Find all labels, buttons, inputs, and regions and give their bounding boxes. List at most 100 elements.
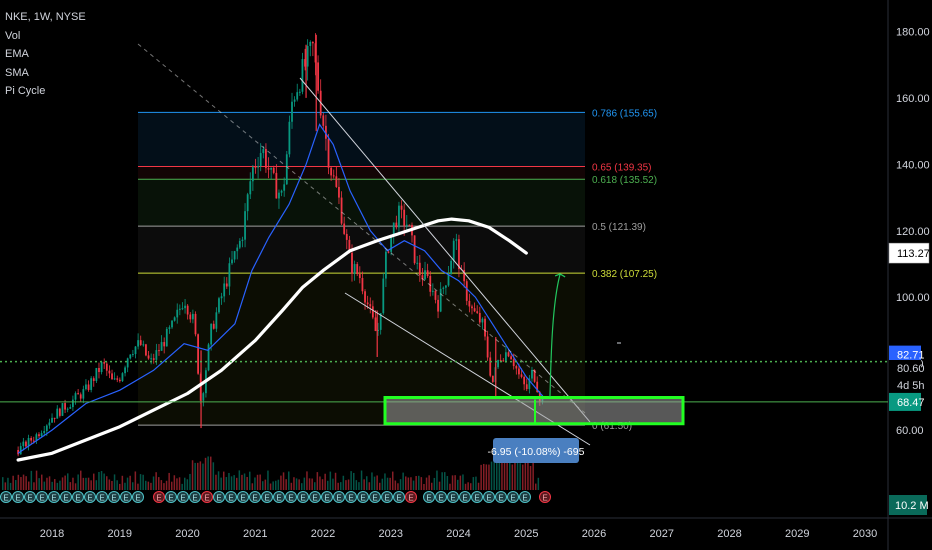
- volume-bar: [511, 464, 514, 490]
- dashed-trendline: [137, 43, 586, 414]
- volume-bar: [355, 480, 358, 490]
- candle-body: [64, 403, 66, 410]
- indicator-pi-cycle[interactable]: Pi Cycle: [5, 85, 46, 97]
- indicator-ema[interactable]: EMA: [5, 48, 29, 60]
- indicator-sma[interactable]: SMA: [5, 66, 29, 79]
- candle-body: [491, 375, 494, 382]
- x-tick-label: 2029: [785, 528, 809, 540]
- earnings-letter: E: [510, 494, 515, 503]
- candle-body: [254, 167, 257, 169]
- volume-bar: [113, 474, 116, 490]
- volume-bar: [74, 483, 77, 490]
- candle-body: [210, 323, 213, 345]
- volume-bar: [509, 459, 511, 490]
- earnings-letter: E: [438, 494, 443, 503]
- volume-bar: [363, 479, 365, 490]
- volume-bar: [212, 462, 215, 490]
- fib-level-label: 0.5 (121.39): [592, 222, 646, 233]
- earnings-icon: [60, 491, 72, 503]
- volume-bar: [139, 474, 142, 490]
- fib-band: [138, 166, 585, 180]
- volume-bar: [173, 475, 176, 490]
- volume-bar: [121, 475, 124, 490]
- earnings-letter: E: [336, 494, 341, 503]
- fib-level-label: 0.786 (155.65): [592, 108, 657, 119]
- candle-body: [327, 138, 330, 168]
- volume-bar: [95, 480, 98, 490]
- volume-bar: [464, 483, 467, 490]
- volume-bar: [142, 474, 144, 490]
- candle-body: [322, 115, 325, 126]
- candle-body: [395, 222, 398, 228]
- countdown-price-label: 80.60: [897, 363, 925, 375]
- volume-bar: [488, 464, 490, 490]
- earnings-letter: E: [312, 494, 317, 503]
- volume-bar: [407, 477, 410, 490]
- candle-body: [51, 417, 53, 423]
- projection-arrow: [549, 273, 561, 397]
- plot-area: [0, 0, 888, 518]
- volume-bar: [470, 483, 472, 490]
- volume-bar: [301, 483, 303, 490]
- candle-body: [358, 274, 361, 278]
- volume-bar: [519, 463, 521, 490]
- volume-bar: [43, 481, 46, 490]
- volume-bar: [527, 460, 529, 490]
- volume-bar: [230, 476, 233, 490]
- earnings-icon: [153, 491, 165, 503]
- fib-level-label: 0.65 (139.35): [592, 162, 652, 173]
- candle-body: [186, 305, 189, 315]
- candle-body: [22, 441, 25, 447]
- candle-body: [19, 446, 22, 455]
- x-tick-label: 2023: [379, 528, 403, 540]
- volume-bar: [386, 477, 389, 490]
- volume-bar: [290, 482, 293, 490]
- volume-bar: [145, 480, 147, 490]
- candle-body: [158, 350, 160, 352]
- candle-body: [58, 408, 61, 416]
- candle-body: [137, 340, 140, 347]
- earnings-icon: [447, 491, 459, 503]
- ema-line: [17, 123, 544, 454]
- candle-body: [90, 378, 93, 390]
- candle-body: [314, 43, 317, 63]
- symbol-title[interactable]: NKE, 1W, NYSE: [5, 11, 86, 23]
- candle-body: [418, 262, 421, 276]
- volume-bar: [537, 477, 540, 490]
- indicator-vol[interactable]: Vol: [5, 29, 21, 42]
- candle-body: [171, 320, 173, 328]
- volume-bar: [342, 475, 345, 490]
- candle-body: [478, 312, 481, 323]
- earnings-icon: [189, 491, 201, 503]
- volume-bar: [256, 474, 259, 490]
- volume-bar: [126, 477, 129, 490]
- volume-bar: [438, 481, 441, 490]
- volume-bar: [462, 474, 464, 490]
- candle-body: [343, 223, 346, 234]
- earnings-letter: E: [63, 494, 68, 503]
- volume-bar: [17, 474, 20, 490]
- volume-bar: [262, 481, 264, 490]
- earnings-letter: E: [450, 494, 455, 503]
- volume-bar: [506, 457, 508, 490]
- candle-body: [421, 275, 424, 280]
- volume-bar: [306, 471, 308, 490]
- candle-body: [400, 205, 403, 210]
- volume-bar: [449, 483, 451, 490]
- candle-body: [17, 449, 20, 455]
- earnings-icon: [483, 491, 495, 503]
- candle-body: [189, 314, 192, 320]
- earnings-letter: E: [204, 494, 209, 503]
- earnings-icon: [321, 491, 333, 503]
- volume-bar: [38, 478, 40, 490]
- earnings-icon: [24, 491, 36, 503]
- candle-body: [265, 148, 267, 169]
- candle-body: [121, 373, 124, 382]
- candle-body: [278, 192, 280, 199]
- volume-bar: [80, 470, 82, 490]
- candle-body: [471, 306, 473, 309]
- candle-body: [330, 167, 333, 176]
- candle-body: [48, 422, 51, 426]
- volume-bar: [48, 476, 51, 490]
